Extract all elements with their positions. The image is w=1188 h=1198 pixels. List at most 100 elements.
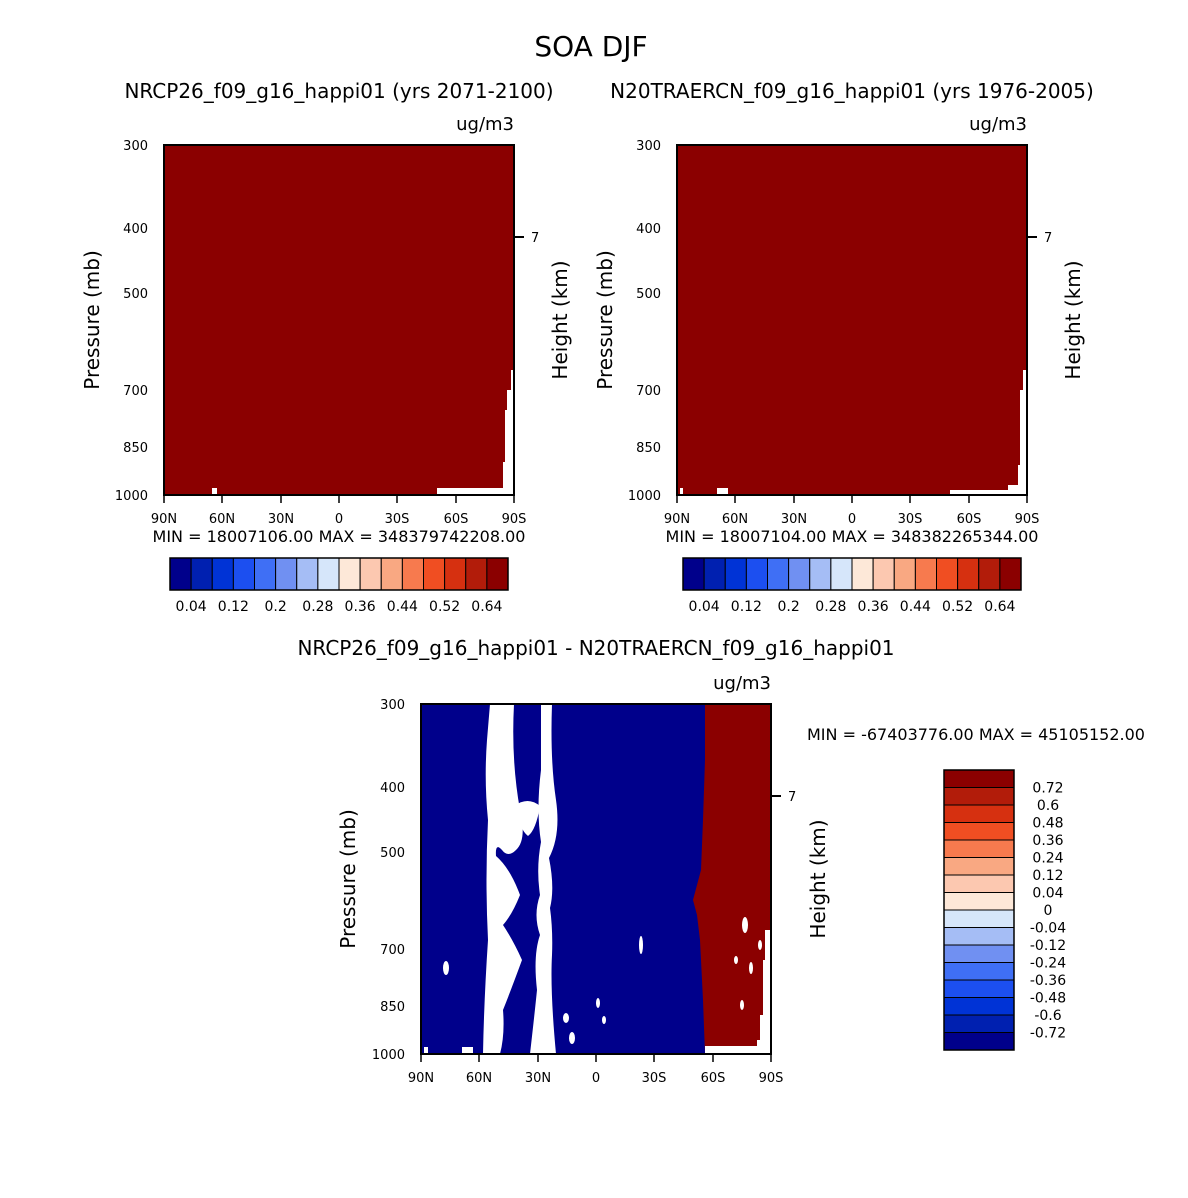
colorbar-swatch (943, 839, 1015, 858)
colorbar-swatch (444, 557, 467, 591)
colorbar-swatch (254, 557, 277, 591)
panel-2: N20TRAERCN_f09_g16_happi01 (yrs 1976-200… (593, 79, 1094, 615)
panel-3-missing-patch (462, 1047, 473, 1054)
panel-3: NRCP26_f09_g16_happi01 - N20TRAERCN_f09_… (297, 636, 1145, 1086)
panel-2-units: ug/m3 (969, 114, 1027, 135)
colorbar-swatch (943, 909, 1015, 928)
panel-2-missing-region (950, 370, 1027, 495)
colorbar-swatch (999, 557, 1022, 591)
x-tick-label: 30N (781, 512, 807, 527)
panel-3-missing-spot (758, 940, 762, 950)
panel-1-colorbar: 0.04 0.12 0.2 0.28 0.36 0.44 0.52 0.64 (169, 557, 509, 615)
panel-3-ylabel: Pressure (mb) (336, 809, 360, 949)
y-tick-label: 700 (380, 943, 405, 958)
colorbar-swatch (809, 557, 832, 591)
y-tick-label: 400 (380, 781, 405, 796)
colorbar-swatch (232, 557, 255, 591)
colorbar-swatch (830, 557, 853, 591)
panel-1-min-max: MIN = 18007106.00 MAX = 348379742208.00 (153, 527, 526, 546)
colorbar-label: -0.24 (1030, 956, 1066, 972)
colorbar-label: 0.2 (777, 599, 799, 615)
panel-3-missing-gap-east (530, 704, 558, 1054)
colorbar-swatch (957, 557, 980, 591)
colorbar-swatch (275, 557, 298, 591)
right-tick-label: 7 (531, 231, 539, 246)
x-tick-label: 90S (759, 1071, 784, 1086)
panel-2-missing-patch (680, 488, 683, 495)
colorbar-label: 0.28 (815, 599, 846, 615)
x-tick-label: 30S (385, 512, 410, 527)
colorbar-swatch (943, 962, 1015, 981)
right-tick-label: 7 (788, 790, 796, 805)
x-ticks (676, 495, 1028, 503)
colorbar-label: 0.36 (1032, 833, 1063, 849)
colorbar-frame (169, 557, 509, 591)
x-tick-label: 60S (444, 512, 469, 527)
colorbar-label: 0.04 (689, 599, 720, 615)
panel-3-right-axis: 7 Height (km) (771, 790, 830, 939)
colorbar-label: 0 (1044, 903, 1053, 919)
colorbar-label: 0.36 (858, 599, 889, 615)
y-tick-label: 300 (380, 698, 405, 713)
x-tick-label: 60N (466, 1071, 492, 1086)
colorbar-label: -0.36 (1030, 973, 1066, 989)
panel-3-units: ug/m3 (713, 673, 771, 694)
x-tick-label: 0 (335, 512, 343, 527)
colorbar-swatch (943, 979, 1015, 998)
panel-3-plot-area (420, 703, 772, 1055)
colorbar-swatch (943, 874, 1015, 893)
colorbar-swatch (943, 927, 1015, 946)
x-tick-label: 90N (408, 1071, 434, 1086)
colorbar-label: 0.12 (731, 599, 762, 615)
x-tick-label: 30N (268, 512, 294, 527)
x-tick-label: 90N (151, 512, 177, 527)
colorbar-swatch (788, 557, 811, 591)
colorbar-swatch (943, 1032, 1015, 1051)
panel-3-yaxis: 300 400 500 700 850 1000 Pressure (mb) (336, 698, 405, 1063)
panel-3-negative-field (421, 704, 705, 1054)
colorbar-label: 0.04 (1032, 886, 1063, 902)
panel-1: NRCP26_f09_g16_happi01 (yrs 2071-2100) u… (80, 79, 572, 615)
x-tick-label: 0 (848, 512, 856, 527)
panel-2-min-max: MIN = 18007104.00 MAX = 348382265344.00 (666, 527, 1039, 546)
colorbar-swatch (401, 557, 424, 591)
colorbar-label: 0.12 (1032, 868, 1063, 884)
colorbar-label: 0.6 (1037, 798, 1059, 814)
panel-1-right-axis: 7 Height (km) (514, 231, 572, 380)
panel-3-missing-spot (749, 962, 753, 974)
x-tick-label: 60N (722, 512, 748, 527)
panel-3-ylabel-right: Height (km) (806, 819, 830, 938)
panel-3-xaxis: 90N 60N 30N 0 30S 60S 90S (408, 1054, 784, 1086)
panel-2-field (677, 145, 1027, 495)
colorbar-swatch (943, 804, 1015, 823)
panel-1-ylabel-right: Height (km) (548, 260, 572, 379)
x-tick-label: 90S (1015, 512, 1040, 527)
colorbar-label: 0.04 (176, 599, 207, 615)
panel-3-missing-spot (742, 917, 748, 933)
panel-3-missing-spot (734, 956, 738, 964)
panel-2-title: N20TRAERCN_f09_g16_happi01 (yrs 1976-200… (610, 79, 1094, 103)
colorbar-label: 0.64 (471, 599, 502, 615)
colorbar-swatch (943, 944, 1015, 963)
panel-1-title: NRCP26_f09_g16_happi01 (yrs 2071-2100) (124, 79, 553, 103)
panel-1-field (164, 145, 514, 495)
panel-2-right-axis: 7 Height (km) (1027, 231, 1085, 380)
panel-3-missing-middle (514, 801, 540, 836)
colorbar-label: 0.12 (218, 599, 249, 615)
panel-2-ylabel-right: Height (km) (1061, 260, 1085, 379)
colorbar-swatch (914, 557, 937, 591)
colorbar-label: 0.44 (900, 599, 931, 615)
panel-3-missing-spot (569, 1032, 575, 1044)
colorbar-swatch (317, 557, 340, 591)
panel-3-missing-spot (563, 1013, 569, 1023)
x-tick-label: 90N (664, 512, 690, 527)
y-tick-label: 300 (636, 139, 661, 154)
panel-2-missing-patch (717, 488, 728, 495)
panel-3-missing-spot (443, 961, 449, 975)
colorbar-swatch (465, 557, 488, 591)
colorbar-swatch (486, 557, 509, 591)
colorbar-label: 0.2 (264, 599, 286, 615)
x-tick-label: 60S (957, 512, 982, 527)
panel-3-missing-spot (740, 1000, 744, 1010)
colorbar-swatch (190, 557, 213, 591)
